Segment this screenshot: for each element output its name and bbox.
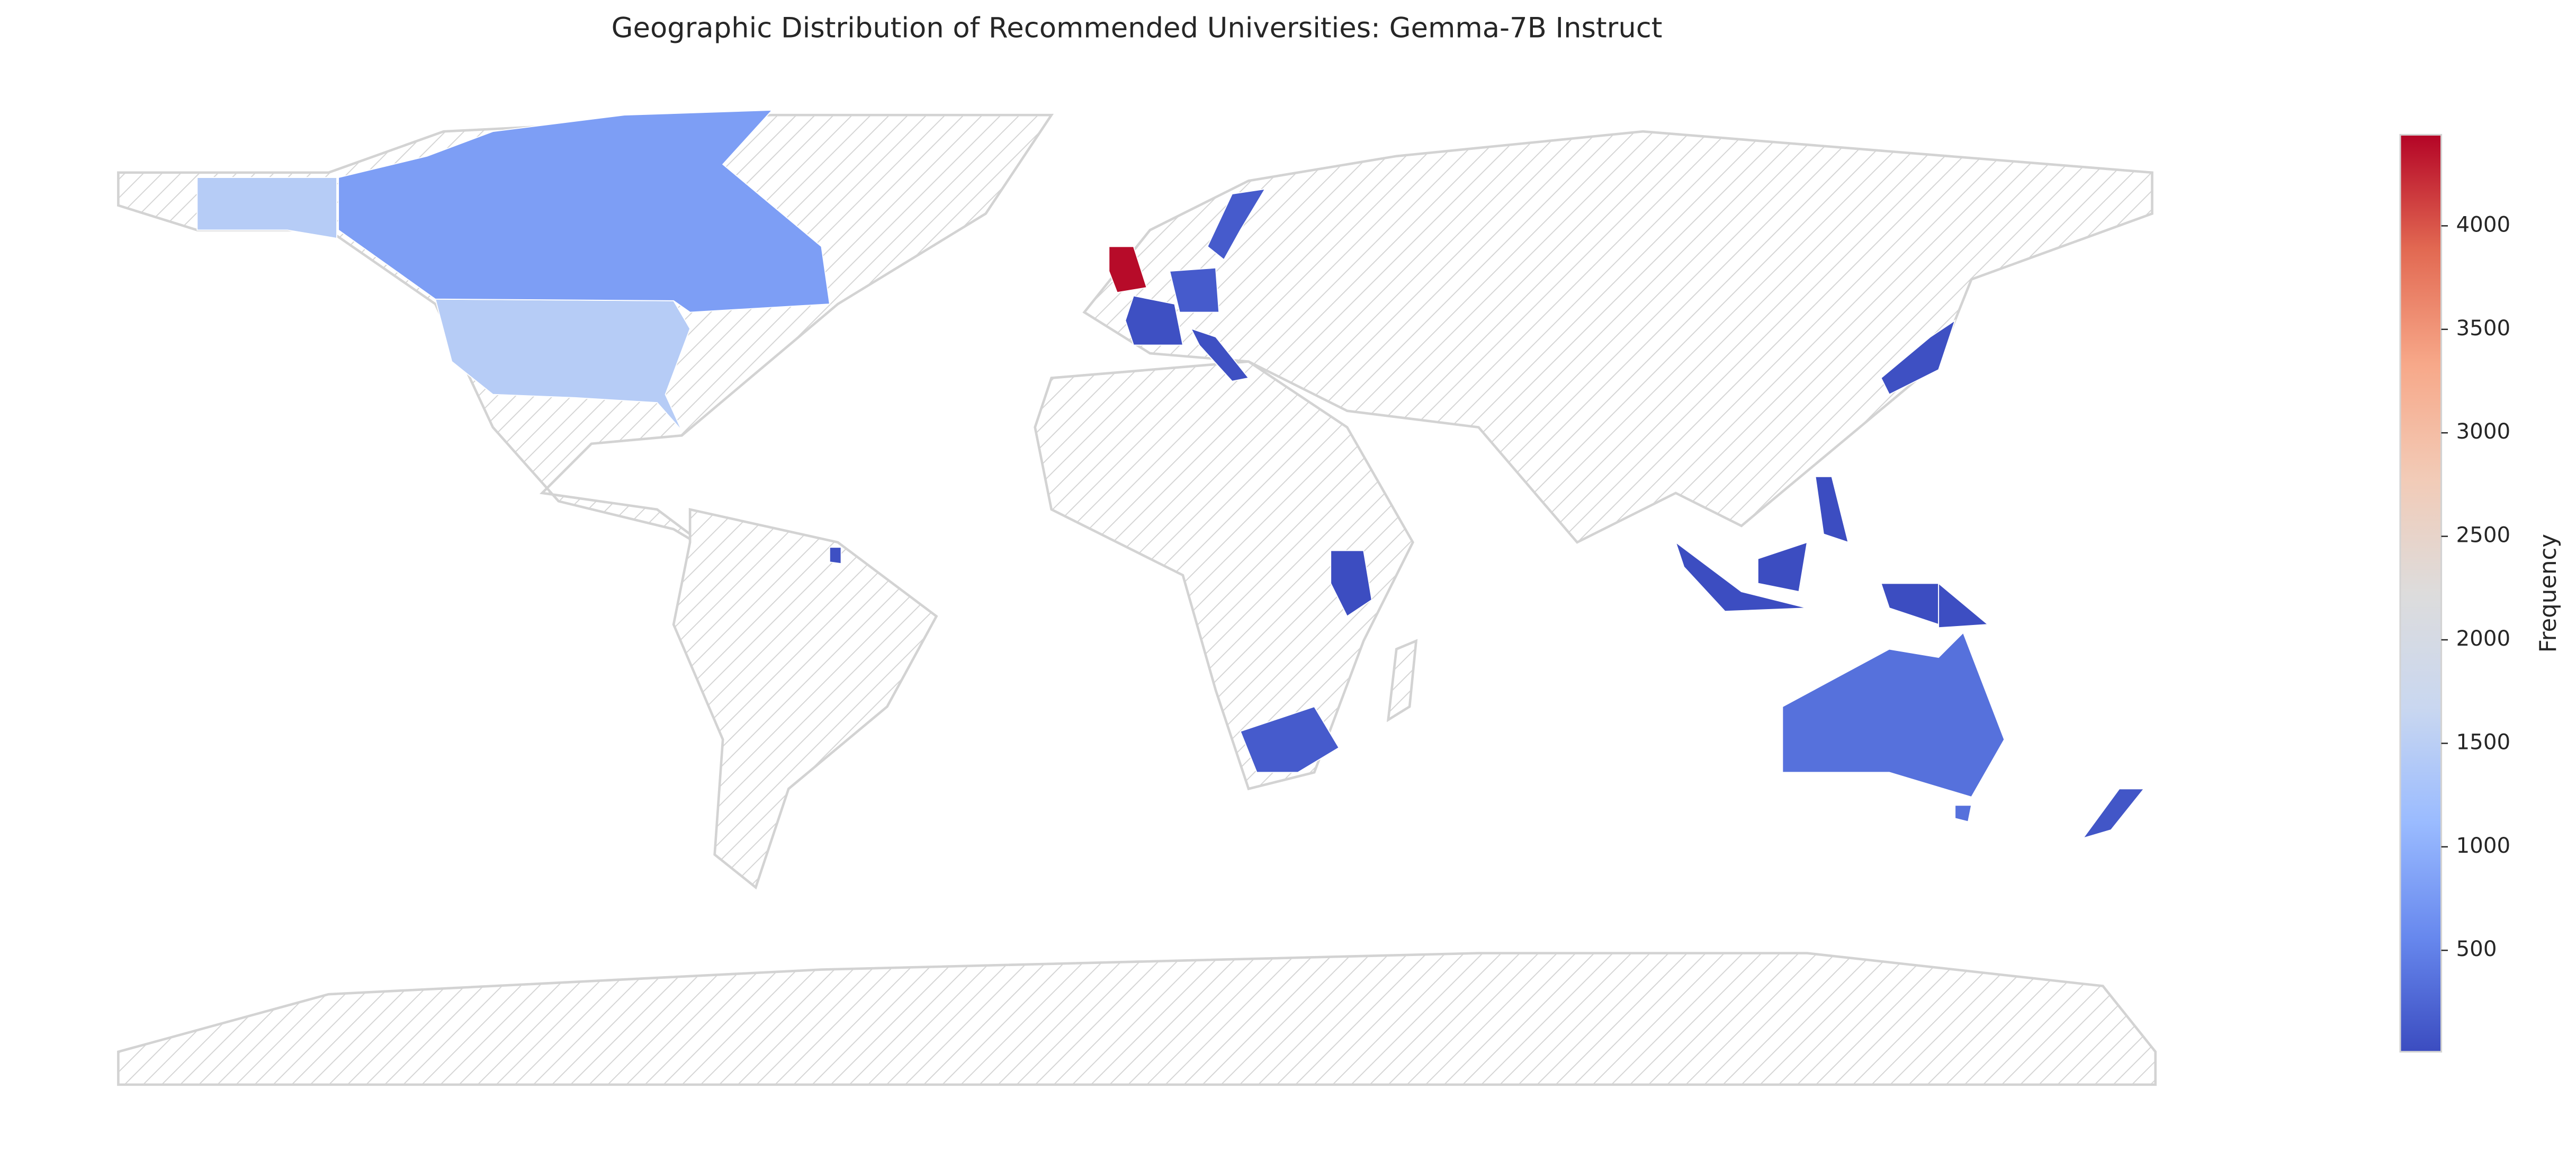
colorbar-tick-label: 2500	[2456, 523, 2511, 548]
land	[1386, 639, 1418, 722]
colorbar-tick-label: 3500	[2456, 316, 2511, 341]
country-region	[1674, 541, 1940, 626]
chart-title: Geographic Distribution of Recommended U…	[612, 12, 1663, 44]
colorbar-label: Frequency	[2535, 534, 2562, 653]
country-region	[1108, 246, 1147, 293]
country-region	[2081, 788, 2145, 840]
colorbar-tick-label: 2000	[2456, 626, 2511, 651]
country-region	[1207, 188, 1266, 261]
country-region	[1190, 327, 1250, 382]
land	[1082, 130, 2153, 544]
country-region	[1938, 582, 1989, 629]
land	[672, 507, 938, 890]
colorbar-tick-label: 1500	[2456, 729, 2511, 754]
country-region	[196, 177, 691, 431]
colorbar-tick-label: 500	[2456, 936, 2497, 961]
colorbar-tick-label: 3000	[2456, 419, 2511, 444]
country-region	[1815, 476, 1849, 543]
colorbar	[2399, 133, 2443, 1053]
land	[1034, 360, 1414, 791]
regions	[196, 109, 2145, 840]
colorbar-tick-label: 4000	[2456, 212, 2511, 237]
land	[117, 952, 2157, 1086]
country-region	[1330, 550, 1372, 617]
country-region	[1782, 631, 2005, 823]
colorbar-tick-label: 1000	[2456, 833, 2511, 858]
country-region	[1169, 267, 1220, 313]
country-region	[1880, 319, 1956, 395]
country-region	[829, 295, 1184, 565]
country-region	[338, 109, 830, 313]
country-region	[1240, 706, 1340, 773]
